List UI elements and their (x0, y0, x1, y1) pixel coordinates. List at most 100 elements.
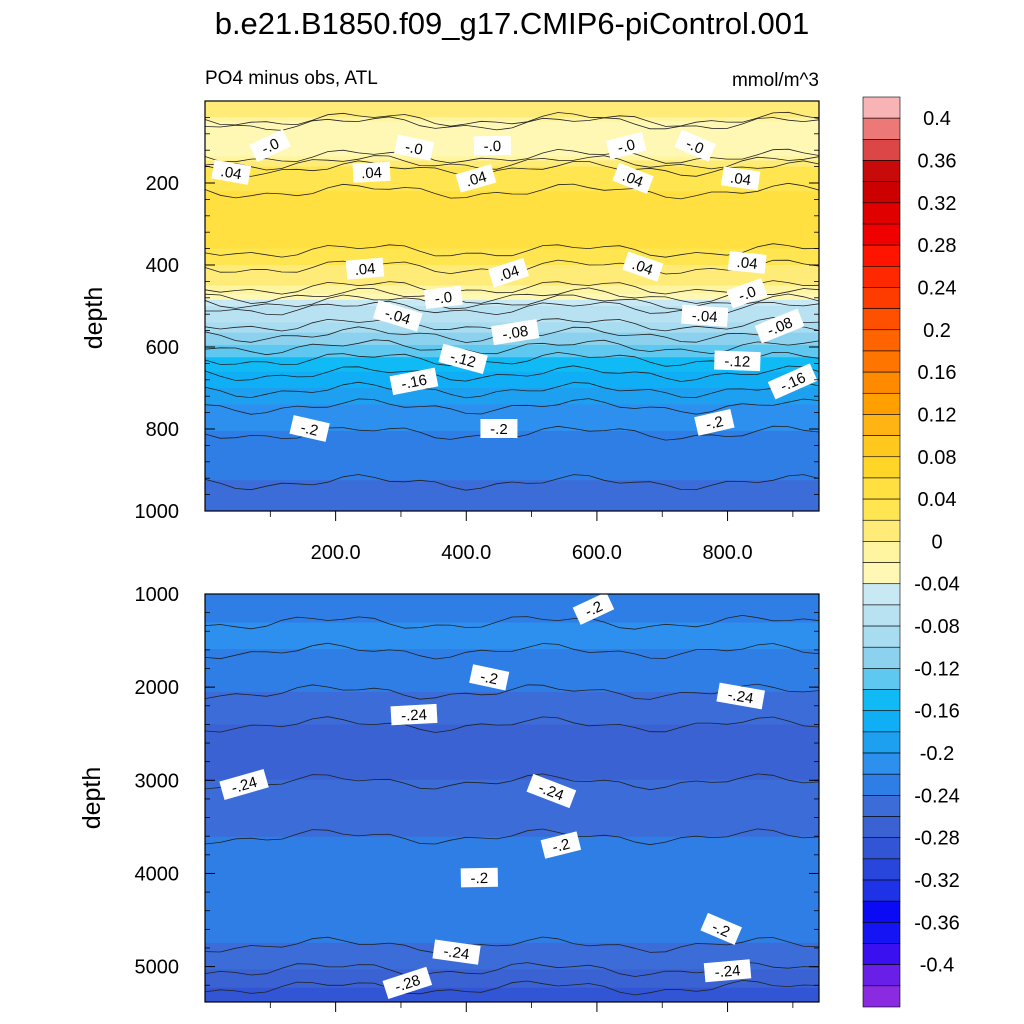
contour-label: -.0 (726, 277, 768, 309)
contour-band (205, 174, 819, 178)
contour-band (205, 628, 819, 632)
contour-band (205, 749, 819, 752)
contour-label: -.2 (469, 664, 510, 691)
contour-band (205, 734, 819, 738)
contour-band (205, 234, 819, 237)
contour-band (205, 708, 819, 711)
colorbar-swatch (862, 181, 901, 204)
contour-band (205, 129, 819, 133)
contour-label-text: .04 (736, 254, 759, 273)
contour-band (205, 312, 819, 315)
contour-band (205, 814, 819, 817)
colorbar-swatch (862, 922, 901, 944)
contour-band (205, 187, 819, 190)
contour-band (205, 453, 819, 457)
colorbar-tick-label: -0.36 (914, 912, 960, 934)
contour-band (205, 967, 819, 970)
contour-band (205, 622, 819, 626)
contour-lines (205, 614, 819, 996)
contour-field (205, 594, 819, 1002)
colorbar-swatch (862, 414, 901, 436)
colorbar-tick-label: -0.4 (920, 955, 954, 977)
contour-band (205, 789, 819, 793)
contour-band (205, 246, 819, 250)
colorbar-tick-label: 0.32 (918, 193, 957, 215)
contour-band (205, 871, 819, 875)
contour-band (205, 616, 819, 620)
contour-band (205, 416, 819, 420)
contour-band (205, 942, 819, 946)
contour-band (205, 849, 819, 852)
contour-band (205, 877, 819, 881)
contour-band (205, 673, 819, 677)
contour-band (205, 798, 819, 801)
contour-band (205, 634, 819, 638)
contour-band (205, 197, 819, 200)
figure-title: b.e21.B1850.f09_g17.CMIP6-piControl.001 (214, 6, 810, 41)
contour-band (205, 457, 819, 461)
y-tick-label: 5000 (135, 957, 180, 979)
contour-band (205, 361, 819, 364)
contour-band (205, 840, 819, 844)
colorbar-swatch (862, 371, 901, 394)
contour-band (205, 201, 819, 205)
contour-band (205, 488, 819, 492)
colorbar-swatch (862, 773, 901, 796)
contour-band (205, 363, 819, 367)
contour-band (205, 765, 819, 768)
contour-band (205, 408, 819, 412)
contour-band (205, 659, 819, 662)
y-axis-label-upper: depth (80, 287, 108, 350)
contour-band (205, 910, 819, 913)
contour-band (205, 977, 819, 981)
contour-band (205, 985, 819, 989)
contour-band (205, 916, 819, 919)
contour-label: .04 (612, 162, 654, 194)
contour-band (205, 379, 819, 383)
colorbar-swatch (862, 308, 901, 331)
contour-line (205, 614, 819, 630)
contour-band (205, 402, 819, 405)
contour-band (205, 842, 819, 846)
contour-band (205, 828, 819, 832)
contour-label: -.24 (219, 769, 269, 800)
contour-band (205, 109, 819, 112)
contour-band (205, 700, 819, 703)
contour-band (205, 987, 819, 991)
contour-band (205, 832, 819, 836)
contour-band (205, 969, 819, 972)
colorbar-tick-label: 0.12 (918, 404, 957, 426)
contour-band (205, 698, 819, 701)
contour-label-text: .04 (729, 170, 752, 190)
contour-band (205, 702, 819, 705)
colorbar-swatch (862, 879, 901, 902)
contour-line (205, 828, 819, 846)
colorbar-swatch (862, 562, 901, 585)
colorbar-swatch (862, 329, 901, 352)
contour-band (205, 889, 819, 893)
contour-label: .04 (211, 159, 252, 185)
contour-band (205, 781, 819, 785)
contour-band (205, 449, 819, 453)
plot-frame (204, 100, 820, 512)
contour-band (205, 162, 819, 166)
contour-band (205, 806, 819, 809)
contour-band (205, 117, 819, 121)
contour-band (205, 451, 819, 455)
contour-label: -.12 (438, 343, 488, 374)
contour-band (205, 390, 819, 393)
contour-label: -.0 (674, 129, 716, 162)
contour-label-text: -.12 (448, 348, 477, 371)
contour-band (205, 636, 819, 640)
contour-line (205, 243, 819, 258)
contour-band (205, 412, 819, 416)
contour-band (205, 791, 819, 795)
contour-band (205, 647, 819, 650)
contour-band (205, 176, 819, 180)
contour-band (205, 995, 819, 999)
y-tick-label: 3000 (135, 770, 180, 792)
contour-band (205, 400, 819, 403)
contour-label: -.0 (605, 131, 647, 160)
contour-band (205, 310, 819, 313)
colorbar-swatch (862, 689, 901, 712)
